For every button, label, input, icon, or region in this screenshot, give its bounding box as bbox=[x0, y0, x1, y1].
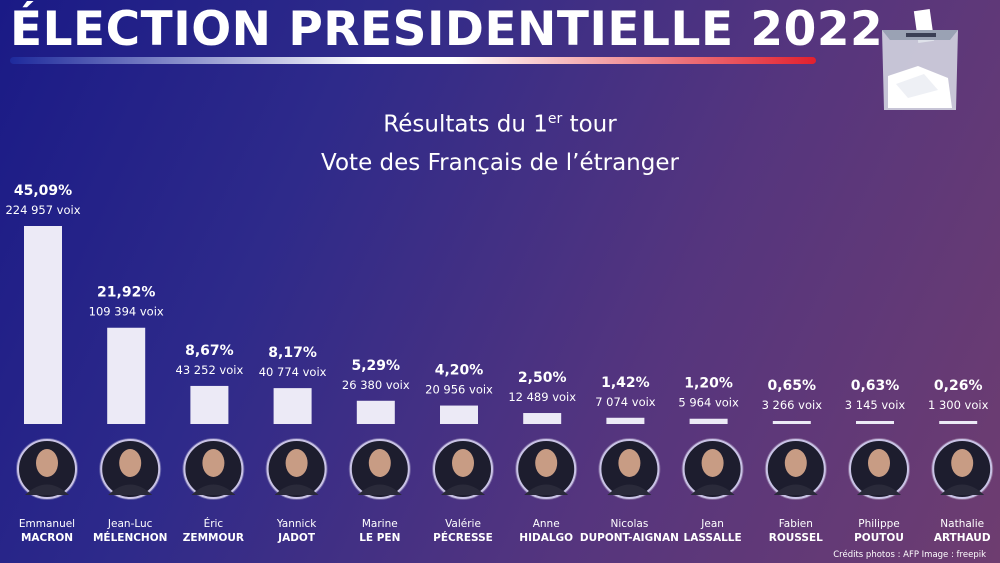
avatar-11 bbox=[931, 438, 994, 500]
avatar-10 bbox=[848, 438, 910, 500]
avatar-9 bbox=[764, 438, 827, 500]
last-name-3: JADOT bbox=[277, 532, 316, 544]
avatar-0 bbox=[16, 438, 78, 500]
votes-label-0: 224 957 voix bbox=[5, 203, 80, 217]
last-name-0: MACRON bbox=[21, 532, 73, 544]
votes-label-3: 40 774 voix bbox=[259, 365, 327, 379]
bar-4 bbox=[356, 400, 395, 424]
bar-5 bbox=[440, 405, 478, 424]
first-name-10: Philippe bbox=[858, 518, 900, 530]
first-name-0: Emmanuel bbox=[19, 518, 75, 530]
pct-label-10: 0,63% bbox=[851, 378, 900, 394]
bar-8 bbox=[689, 418, 728, 424]
votes-label-7: 7 074 voix bbox=[595, 395, 656, 409]
avatar-7 bbox=[598, 438, 661, 500]
first-name-9: Fabien bbox=[779, 518, 813, 530]
bar-6 bbox=[523, 413, 562, 424]
last-name-1: MÉLENCHON bbox=[93, 531, 167, 544]
first-name-2: Éric bbox=[204, 517, 224, 530]
votes-label-5: 20 956 voix bbox=[425, 383, 493, 397]
votes-label-8: 5 964 voix bbox=[678, 396, 739, 410]
pct-label-4: 5,29% bbox=[352, 358, 401, 374]
pct-label-0: 45,09% bbox=[14, 183, 72, 199]
first-name-8: Jean bbox=[700, 518, 724, 530]
bar-0 bbox=[24, 226, 62, 424]
pct-label-8: 1,20% bbox=[684, 376, 733, 392]
votes-label-2: 43 252 voix bbox=[176, 363, 244, 377]
votes-label-6: 12 489 voix bbox=[508, 390, 576, 404]
pct-label-7: 1,42% bbox=[601, 375, 650, 391]
avatar-3 bbox=[265, 438, 328, 500]
last-name-2: ZEMMOUR bbox=[183, 532, 244, 544]
votes-label-9: 3 266 voix bbox=[762, 398, 823, 412]
last-name-6: HIDALGO bbox=[519, 532, 573, 544]
pct-label-1: 21,92% bbox=[97, 285, 155, 301]
bar-11 bbox=[939, 421, 978, 424]
pct-label-2: 8,67% bbox=[185, 343, 234, 359]
first-name-1: Jean-Luc bbox=[107, 518, 153, 530]
bar-7 bbox=[606, 417, 645, 424]
pct-label-11: 0,26% bbox=[934, 378, 983, 394]
votes-label-4: 26 380 voix bbox=[342, 378, 410, 392]
first-name-6: Anne bbox=[533, 518, 560, 530]
pct-label-6: 2,50% bbox=[518, 370, 567, 386]
pct-label-9: 0,65% bbox=[768, 378, 817, 394]
subtitle-line-2: Vote des Français de l’étranger bbox=[321, 149, 679, 176]
page-title: ÉLECTION PRESIDENTIELLE 2022 bbox=[10, 2, 884, 57]
first-name-5: Valérie bbox=[445, 518, 481, 530]
first-name-7: Nicolas bbox=[611, 518, 649, 530]
last-name-7: DUPONT-AIGNAN bbox=[580, 532, 679, 544]
votes-label-1: 109 394 voix bbox=[89, 305, 164, 319]
chart-subtitle: Résultats du 1er tour Vote des Français … bbox=[250, 100, 750, 182]
photo-credits: Crédits photos : AFP Image : freepik bbox=[833, 550, 986, 560]
bar-10 bbox=[856, 421, 894, 424]
last-name-10: POUTOU bbox=[854, 532, 904, 544]
avatar-5 bbox=[432, 438, 494, 500]
avatar-4 bbox=[348, 438, 411, 500]
first-name-4: Marine bbox=[362, 518, 398, 530]
ballot-box-icon bbox=[882, 9, 958, 110]
pct-label-5: 4,20% bbox=[435, 363, 484, 379]
subtitle-line-1: Résultats du 1er tour bbox=[383, 111, 617, 138]
bar-1 bbox=[107, 327, 146, 424]
avatar-6 bbox=[515, 438, 578, 500]
avatar-2 bbox=[182, 438, 245, 500]
title-underline bbox=[10, 57, 816, 64]
first-name-3: Yannick bbox=[276, 518, 317, 530]
votes-label-11: 1 300 voix bbox=[928, 398, 989, 412]
last-name-5: PÉCRESSE bbox=[433, 531, 493, 544]
avatar-1 bbox=[99, 438, 162, 500]
bar-9 bbox=[772, 421, 811, 424]
votes-label-10: 3 145 voix bbox=[845, 398, 906, 412]
bar-2 bbox=[190, 385, 229, 424]
last-name-11: ARTHAUD bbox=[934, 532, 991, 544]
avatar-8 bbox=[681, 438, 744, 500]
pct-label-3: 8,17% bbox=[268, 345, 317, 361]
first-name-11: Nathalie bbox=[940, 518, 984, 530]
last-name-9: ROUSSEL bbox=[769, 532, 823, 544]
last-name-8: LASSALLE bbox=[684, 532, 742, 544]
last-name-4: LE PEN bbox=[359, 532, 400, 544]
bar-3 bbox=[273, 388, 312, 424]
